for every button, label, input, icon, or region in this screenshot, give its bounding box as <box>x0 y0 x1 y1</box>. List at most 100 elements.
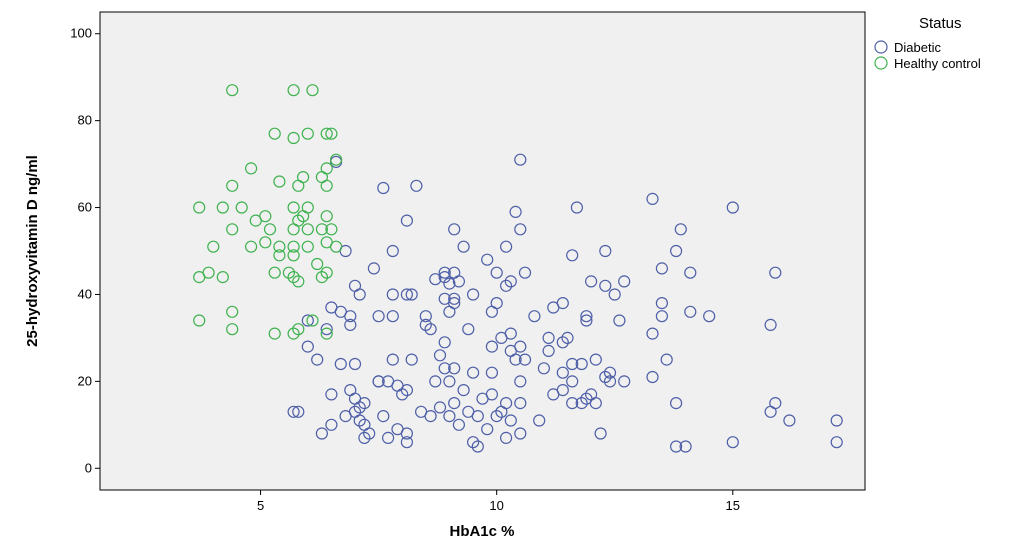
data-point <box>561 331 574 344</box>
x-axis: 5 10 15 <box>257 490 740 513</box>
data-point <box>382 431 395 444</box>
data-point <box>684 266 697 279</box>
data-point <box>226 223 239 236</box>
data-point <box>287 327 300 340</box>
data-point <box>344 318 357 331</box>
data-point <box>608 288 621 301</box>
data-point <box>306 314 319 327</box>
data-point <box>301 127 314 140</box>
data-point <box>377 410 390 423</box>
data-point <box>193 314 206 327</box>
data-point <box>448 362 461 375</box>
data-point <box>655 262 669 275</box>
data-point <box>226 179 239 192</box>
data-point <box>207 240 220 253</box>
data-point <box>481 423 494 436</box>
data-point <box>500 431 513 444</box>
data-point <box>330 240 343 253</box>
data-point <box>306 84 319 97</box>
data-point <box>467 436 480 449</box>
data-point <box>443 375 456 388</box>
data-point <box>353 401 366 414</box>
data-point <box>410 179 423 192</box>
data-point <box>400 288 413 301</box>
data-point <box>452 275 465 288</box>
data-point <box>396 388 409 401</box>
data-point <box>348 357 362 371</box>
data-point <box>263 223 277 236</box>
data-point <box>528 310 541 323</box>
data-point <box>202 266 215 279</box>
data-point <box>358 397 371 410</box>
data-point <box>386 244 399 258</box>
data-point <box>386 353 399 366</box>
data-point <box>372 310 385 323</box>
data-point <box>613 314 626 327</box>
data-point <box>245 162 258 175</box>
data-point <box>320 127 333 140</box>
data-point <box>504 327 517 340</box>
data-point <box>292 405 305 418</box>
data-point <box>509 353 522 366</box>
data-point <box>287 131 300 145</box>
y-tick-label: 40 <box>78 286 92 301</box>
data-point <box>287 240 300 253</box>
data-point <box>485 366 498 379</box>
y-tick-label: 20 <box>78 373 92 388</box>
x-axis-title: HbA1c % <box>449 523 514 540</box>
data-point <box>618 275 631 288</box>
data-point <box>443 305 456 318</box>
data-point <box>448 223 461 236</box>
data-point <box>495 405 508 418</box>
data-point <box>273 175 286 188</box>
data-point <box>433 401 447 414</box>
data-point <box>575 357 588 371</box>
data-point <box>438 362 451 375</box>
series-healthy-control <box>193 84 343 340</box>
legend-label-healthy-control: Healthy control <box>894 56 981 71</box>
data-point <box>669 440 683 453</box>
data-point <box>315 223 328 236</box>
data-point <box>457 240 470 253</box>
data-point <box>674 223 687 236</box>
data-point <box>514 427 527 440</box>
data-point <box>603 366 617 379</box>
data-point <box>245 240 258 253</box>
data-point <box>311 353 324 366</box>
data-point <box>603 375 617 388</box>
data-point <box>315 427 328 440</box>
data-point <box>566 397 579 410</box>
data-point <box>556 384 569 397</box>
data-point <box>830 436 843 449</box>
y-axis: 0 20 40 60 80 100 <box>70 26 100 475</box>
data-point <box>443 410 456 423</box>
series-diabetic <box>287 153 843 453</box>
data-point <box>542 344 555 357</box>
data-point <box>514 223 527 236</box>
data-point <box>268 266 281 279</box>
data-point <box>424 323 437 336</box>
data-point <box>467 288 480 301</box>
data-point <box>344 310 357 323</box>
data-point <box>320 179 333 192</box>
data-point <box>400 427 413 440</box>
data-point <box>448 292 461 305</box>
data-point <box>372 375 385 388</box>
data-point <box>226 305 239 318</box>
data-point <box>500 279 513 292</box>
data-point <box>377 181 390 195</box>
data-point <box>287 201 300 214</box>
data-point <box>703 310 716 323</box>
data-point <box>783 414 796 427</box>
data-point <box>584 388 598 401</box>
data-point <box>193 201 206 214</box>
data-point <box>226 323 239 336</box>
data-point <box>660 353 673 366</box>
data-point <box>618 375 631 388</box>
data-point <box>301 340 314 353</box>
data-point <box>292 275 305 288</box>
data-point <box>301 240 314 253</box>
data-point <box>490 266 503 279</box>
data-point <box>301 223 314 236</box>
data-point <box>452 418 465 431</box>
